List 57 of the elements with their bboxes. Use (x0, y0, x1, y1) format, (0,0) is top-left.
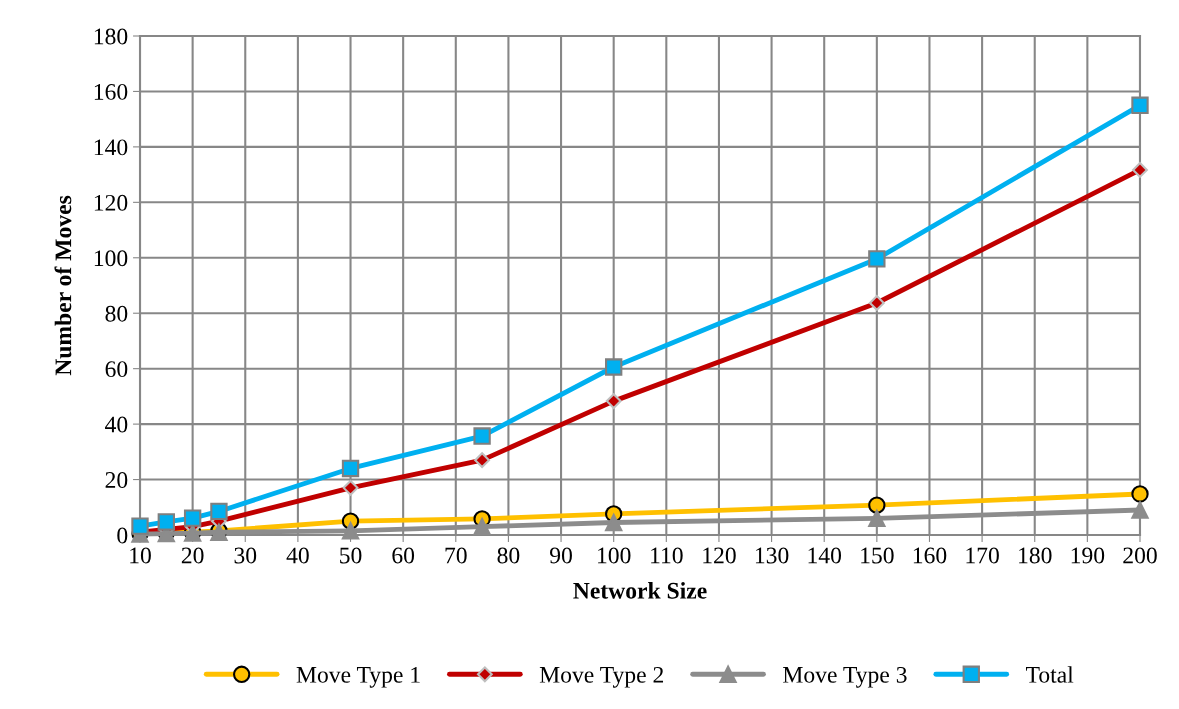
legend-label: Move Type 3 (783, 666, 907, 688)
point (473, 427, 491, 445)
y-tick-label: 0 (117, 527, 128, 544)
point (605, 393, 622, 410)
x-tick-label: 140 (808, 547, 842, 564)
x-tick-label: 100 (598, 547, 631, 564)
point (183, 509, 202, 527)
x-tick-label: 160 (913, 547, 947, 564)
x-tick-label: 200 (1123, 547, 1157, 564)
x-axis-title: Network Size (573, 582, 707, 599)
x-tick-label: 130 (755, 547, 789, 564)
point (474, 452, 491, 469)
x-tick-label: 120 (703, 547, 736, 564)
y-tick-label: 120 (94, 194, 128, 211)
y-tick-label: 80 (105, 305, 128, 322)
x-tick-label: 170 (966, 547, 999, 564)
x-tick-label: 110 (651, 547, 683, 564)
x-tick-label: 60 (392, 547, 415, 564)
x-tick-label: 80 (497, 547, 520, 564)
point (868, 295, 885, 311)
point (1132, 161, 1148, 178)
point (605, 358, 623, 376)
legend-label: Total (1026, 666, 1074, 683)
y-tick-label: 140 (94, 139, 128, 156)
point (157, 513, 175, 531)
x-tick-label: 90 (550, 547, 572, 564)
x-tick-label: 30 (234, 547, 257, 564)
y-tick-label: 60 (105, 361, 128, 378)
y-tick-label: 100 (94, 250, 128, 267)
x-tick-label: 40 (286, 547, 309, 564)
point (131, 517, 149, 535)
point (342, 479, 359, 496)
y-tick-label: 180 (94, 28, 128, 45)
x-tick-label: 20 (181, 547, 204, 564)
point (605, 513, 623, 532)
x-tick-label: 180 (1019, 547, 1052, 564)
y-tick-label: 40 (105, 416, 128, 433)
x-tick-label: 70 (445, 547, 467, 564)
point (868, 509, 886, 528)
point (868, 250, 886, 268)
y-tick-label: 20 (105, 472, 128, 488)
y-axis-title: Number of Moves (54, 195, 72, 376)
x-tick-label: 10 (130, 547, 151, 564)
point (341, 459, 360, 478)
legend-label: Move Type 1 (296, 666, 420, 688)
point (1131, 501, 1149, 519)
point (1131, 485, 1149, 503)
y-tick-label: 160 (94, 83, 128, 100)
point (1131, 96, 1149, 114)
point (868, 496, 886, 514)
x-tick-label: 190 (1071, 547, 1105, 564)
legend-label: Move Type 2 (539, 666, 664, 688)
point (341, 522, 360, 540)
x-tick-label: 50 (340, 547, 362, 564)
x-tick-label: 150 (861, 547, 894, 564)
point (473, 518, 491, 536)
point (210, 502, 228, 521)
